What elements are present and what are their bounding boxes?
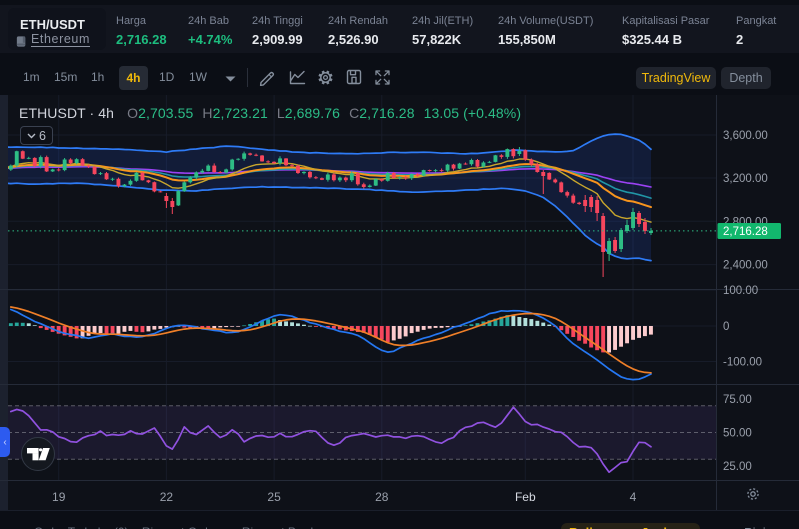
svg-text:3,200.00: 3,200.00 (723, 173, 768, 185)
svg-text:25: 25 (267, 490, 281, 504)
svg-text:28: 28 (375, 490, 389, 504)
svg-text:Feb: Feb (515, 490, 536, 504)
svg-text:3,600.00: 3,600.00 (723, 130, 768, 142)
svg-text:50.00: 50.00 (723, 428, 752, 440)
svg-text:2,716.28: 2,716.28 (723, 226, 768, 238)
svg-text:100.00: 100.00 (723, 285, 758, 297)
svg-text:25.00: 25.00 (723, 461, 752, 473)
svg-text:19: 19 (52, 490, 66, 504)
svg-text:75.00: 75.00 (723, 394, 752, 406)
svg-text:0: 0 (723, 321, 729, 333)
svg-text:-100.00: -100.00 (723, 357, 762, 369)
svg-text:2,400.00: 2,400.00 (723, 260, 768, 272)
svg-text:4: 4 (630, 490, 637, 504)
svg-text:22: 22 (160, 490, 174, 504)
